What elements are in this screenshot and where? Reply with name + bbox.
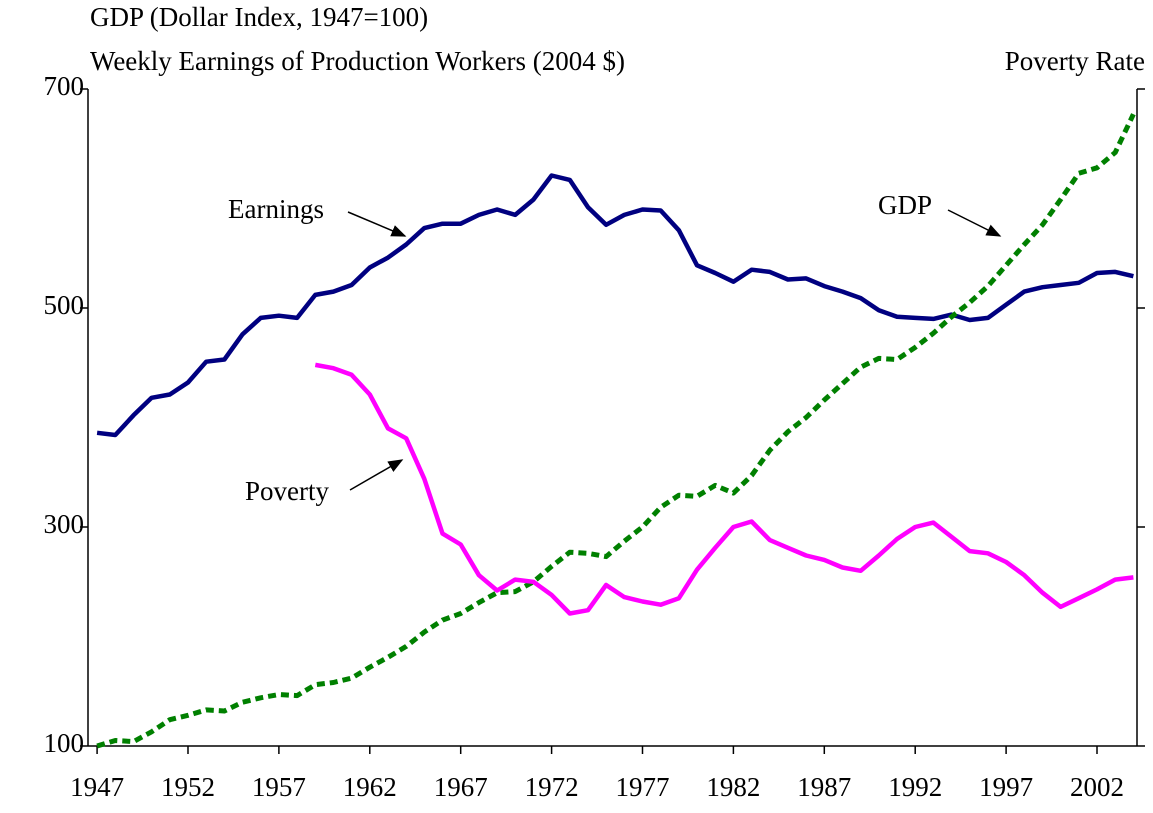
x-tick-label: 1992 <box>888 772 942 802</box>
y-tick-label: 100 <box>44 728 85 758</box>
annotation-arrow <box>947 209 1002 237</box>
x-tick-label: 2002 <box>1070 772 1124 802</box>
x-tick-label: 1962 <box>343 772 397 802</box>
chart-subtitle: Weekly Earnings of Production Workers (2… <box>90 46 625 76</box>
x-tick-label: 1952 <box>161 772 215 802</box>
x-tick-label: 1987 <box>797 772 851 802</box>
x-tick-label: 1997 <box>979 772 1033 802</box>
series-label: Poverty <box>245 476 329 506</box>
chart-title: GDP (Dollar Index, 1947=100) <box>90 2 428 32</box>
x-tick-label: 1982 <box>706 772 760 802</box>
x-tick-label: 1972 <box>525 772 579 802</box>
y-tick-label: 300 <box>44 509 85 539</box>
x-tick-label: 1977 <box>615 772 669 802</box>
series-line <box>96 173 1134 438</box>
series-line <box>96 113 1136 749</box>
x-tick-label: 1957 <box>252 772 306 802</box>
series-label: GDP <box>878 190 932 220</box>
x-tick-label: 1967 <box>434 772 488 802</box>
y2-axis-label: Poverty Rate <box>1005 46 1145 76</box>
annotation-arrow <box>349 459 404 491</box>
annotation-arrow <box>347 211 407 237</box>
y-tick-label: 700 <box>44 71 85 101</box>
y-tick-label: 500 <box>44 290 85 320</box>
x-tick-label: 1947 <box>70 772 124 802</box>
series-line <box>314 362 1134 616</box>
series-label: Earnings <box>228 194 324 224</box>
